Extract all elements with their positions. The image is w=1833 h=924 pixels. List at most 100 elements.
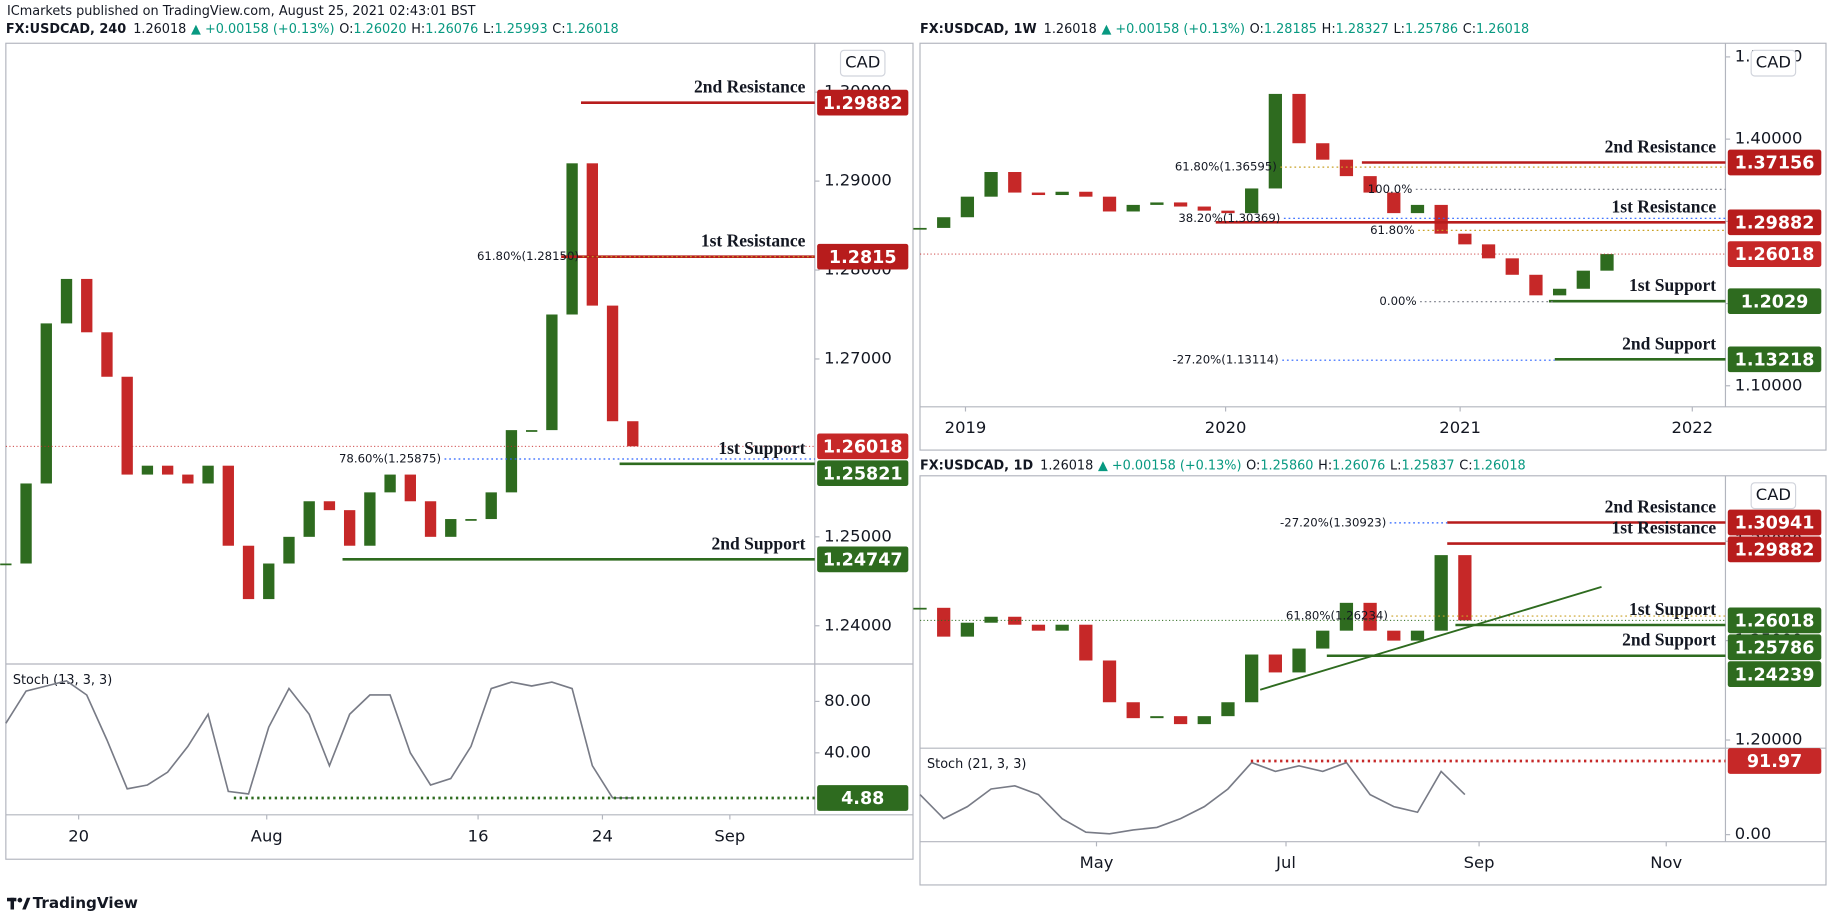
fib-label: 38.20%(1.30369) bbox=[1178, 211, 1280, 225]
x-tick-label: Aug bbox=[251, 827, 283, 846]
fib-label: 61.80%(1.28150) bbox=[477, 249, 579, 263]
level-name: 1st Resistance bbox=[1612, 518, 1717, 538]
x-tick-label: 20 bbox=[68, 827, 89, 846]
price-tag-label: 1.13218 bbox=[1735, 350, 1815, 370]
price-tag-label: 1.37156 bbox=[1735, 154, 1815, 174]
candle bbox=[404, 474, 416, 502]
candle bbox=[1221, 210, 1235, 214]
ohlc-value: 1.26076 bbox=[425, 22, 478, 37]
price: 1.26018 bbox=[1044, 22, 1097, 37]
price-tag bbox=[1727, 288, 1822, 315]
candle bbox=[913, 227, 927, 230]
price-tag-label: 1.26018 bbox=[1735, 612, 1815, 632]
candle bbox=[40, 323, 52, 484]
price-tag bbox=[1727, 241, 1822, 267]
candle bbox=[81, 278, 93, 333]
ohlc-key: H: bbox=[1322, 22, 1336, 37]
price-tag bbox=[1727, 509, 1822, 536]
ohlc-key: O: bbox=[339, 22, 353, 37]
price-tag bbox=[817, 243, 909, 270]
level-name: 2nd Support bbox=[711, 533, 805, 553]
ohlc-key: H: bbox=[411, 22, 425, 37]
candle bbox=[364, 492, 376, 546]
price-tag-label: 1.24239 bbox=[1735, 665, 1815, 685]
candle bbox=[960, 196, 975, 218]
level-name: 2nd Support bbox=[1622, 333, 1716, 353]
candle bbox=[1292, 648, 1306, 673]
candle bbox=[202, 465, 214, 484]
price-tag bbox=[1727, 149, 1822, 176]
x-tick-label: Sep bbox=[1464, 853, 1495, 872]
chart-header: FX:USDCAD, 1D 1.26018 ▲ +0.00158 (+0.13%) O… bbox=[920, 458, 1526, 473]
level-name: 1st Support bbox=[718, 438, 805, 458]
currency-label: CAD bbox=[1756, 53, 1791, 72]
price-tag bbox=[817, 546, 909, 573]
candle bbox=[121, 376, 133, 475]
candle bbox=[465, 519, 477, 521]
candle bbox=[913, 607, 927, 610]
candle bbox=[1055, 191, 1069, 196]
candle bbox=[1008, 172, 1022, 193]
candle bbox=[1387, 630, 1401, 641]
price-tag-label: 1.2815 bbox=[829, 248, 897, 268]
ohlc-key: O: bbox=[1250, 22, 1264, 37]
candle bbox=[1031, 192, 1046, 196]
ohlc-key: L: bbox=[483, 22, 494, 37]
candle bbox=[1197, 206, 1211, 211]
candle bbox=[1079, 191, 1093, 197]
candle bbox=[1410, 204, 1425, 214]
candle bbox=[1481, 244, 1496, 259]
candle bbox=[303, 501, 315, 537]
candle bbox=[566, 163, 578, 315]
candle bbox=[1268, 93, 1282, 189]
candle bbox=[1434, 555, 1448, 631]
price-tag bbox=[1727, 661, 1822, 688]
candle bbox=[984, 172, 998, 197]
x-tick-label: 2022 bbox=[1671, 418, 1713, 437]
candle bbox=[1363, 176, 1377, 193]
candle bbox=[60, 278, 73, 324]
price-tag-label: 1.24747 bbox=[823, 551, 903, 571]
level-name: 2nd Resistance bbox=[1605, 496, 1717, 516]
fib-label: 61.80%(1.26234) bbox=[1286, 609, 1388, 623]
x-tick-label: 16 bbox=[468, 827, 489, 846]
candle bbox=[1173, 202, 1188, 207]
price-tag-label: 1.29882 bbox=[1735, 213, 1815, 233]
candle bbox=[937, 217, 951, 228]
ohlc-value: 1.25860 bbox=[1260, 458, 1313, 473]
candle bbox=[445, 519, 457, 537]
ohlc-value: 1.28327 bbox=[1336, 22, 1389, 37]
candle bbox=[1339, 159, 1354, 177]
candle bbox=[505, 430, 518, 493]
candle bbox=[1410, 630, 1425, 641]
ohlc-value: 1.26018 bbox=[1473, 458, 1526, 473]
change: ▲ +0.00158 (+0.13%) bbox=[1101, 22, 1245, 37]
ohlc-key: C: bbox=[552, 22, 565, 37]
price-tag bbox=[817, 460, 909, 487]
price-tag bbox=[1727, 634, 1822, 661]
candle bbox=[384, 474, 396, 493]
ohlc-value: 1.26076 bbox=[1332, 458, 1385, 473]
price-tag bbox=[1727, 209, 1822, 236]
fib-label: 0.00% bbox=[1379, 294, 1416, 308]
candle bbox=[1268, 654, 1282, 673]
price-tag-label: 4.88 bbox=[841, 789, 884, 809]
ohlc-key: O: bbox=[1246, 458, 1260, 473]
candle bbox=[1505, 258, 1519, 275]
ohlc-value: 1.26018 bbox=[1476, 22, 1529, 37]
level-name: 1st Resistance bbox=[701, 231, 806, 251]
ohlc-value: 1.28185 bbox=[1264, 22, 1317, 37]
change: ▲ +0.00158 (+0.13%) bbox=[191, 22, 335, 37]
symbol: FX:USDCAD, 1W bbox=[920, 22, 1037, 37]
symbol: FX:USDCAD, 240 bbox=[6, 22, 126, 37]
candle bbox=[1150, 202, 1164, 205]
ohlc-key: L: bbox=[1390, 458, 1401, 473]
price-tag-label: 1.29882 bbox=[823, 94, 903, 114]
level-name: 2nd Support bbox=[1622, 630, 1716, 650]
candle bbox=[424, 501, 437, 537]
price-tag-label: 1.25786 bbox=[1735, 638, 1815, 658]
price-tag bbox=[1727, 536, 1822, 563]
x-tick-label: May bbox=[1080, 853, 1114, 872]
